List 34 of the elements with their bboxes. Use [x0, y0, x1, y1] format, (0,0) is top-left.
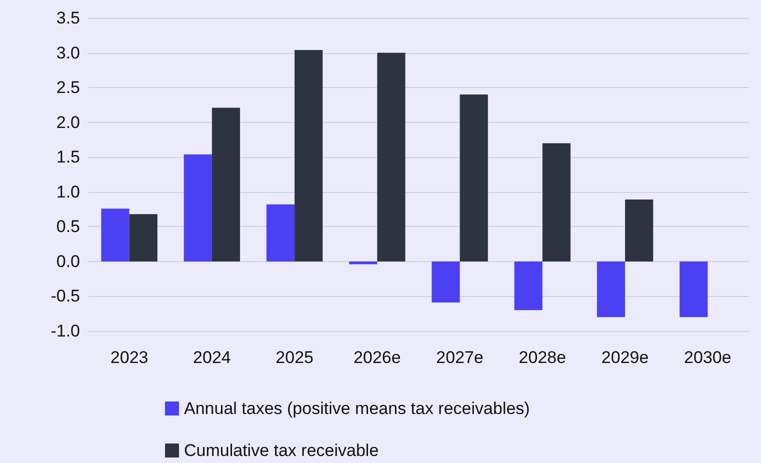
x-tick-label: 2030e	[684, 348, 732, 367]
x-tick-label: 2028e	[518, 348, 566, 367]
bar	[514, 261, 542, 310]
bar	[101, 208, 130, 262]
bar	[294, 50, 323, 262]
y-tick-label: 2.0	[56, 112, 80, 132]
legend-label: Annual taxes (positive means tax receivables)	[184, 399, 530, 418]
bar	[129, 214, 158, 262]
x-tick-label: 2027e	[436, 348, 484, 367]
y-tick-label: -1.0	[50, 322, 80, 340]
legend-label: Cumulative tax receivable	[184, 441, 379, 460]
bar	[432, 261, 460, 302]
x-tick-label: 2029e	[601, 348, 649, 367]
x-tick-label: 2023	[110, 348, 148, 367]
bar	[212, 108, 240, 262]
y-tick-label: 3.0	[56, 43, 80, 62]
y-tick-label: 1.5	[56, 148, 80, 167]
bar	[184, 154, 212, 262]
bar	[542, 143, 571, 262]
y-tick-label: -0.5	[50, 286, 80, 306]
bar	[266, 204, 295, 262]
y-tick-label: 0.0	[56, 252, 80, 271]
y-tick-label: 0.5	[56, 217, 80, 236]
y-tick-label: 2.5	[56, 78, 80, 98]
bar	[377, 52, 406, 262]
bar	[625, 200, 654, 262]
x-tick-label: 2026e	[354, 348, 401, 367]
bar	[680, 261, 708, 318]
bar	[596, 261, 626, 318]
y-tick-label: 1.0	[56, 182, 80, 202]
x-tick-label: 2025	[276, 348, 314, 367]
y-tick-label: 3.5	[56, 8, 80, 28]
x-tick-label: 2024	[193, 348, 231, 367]
bar	[460, 94, 488, 262]
